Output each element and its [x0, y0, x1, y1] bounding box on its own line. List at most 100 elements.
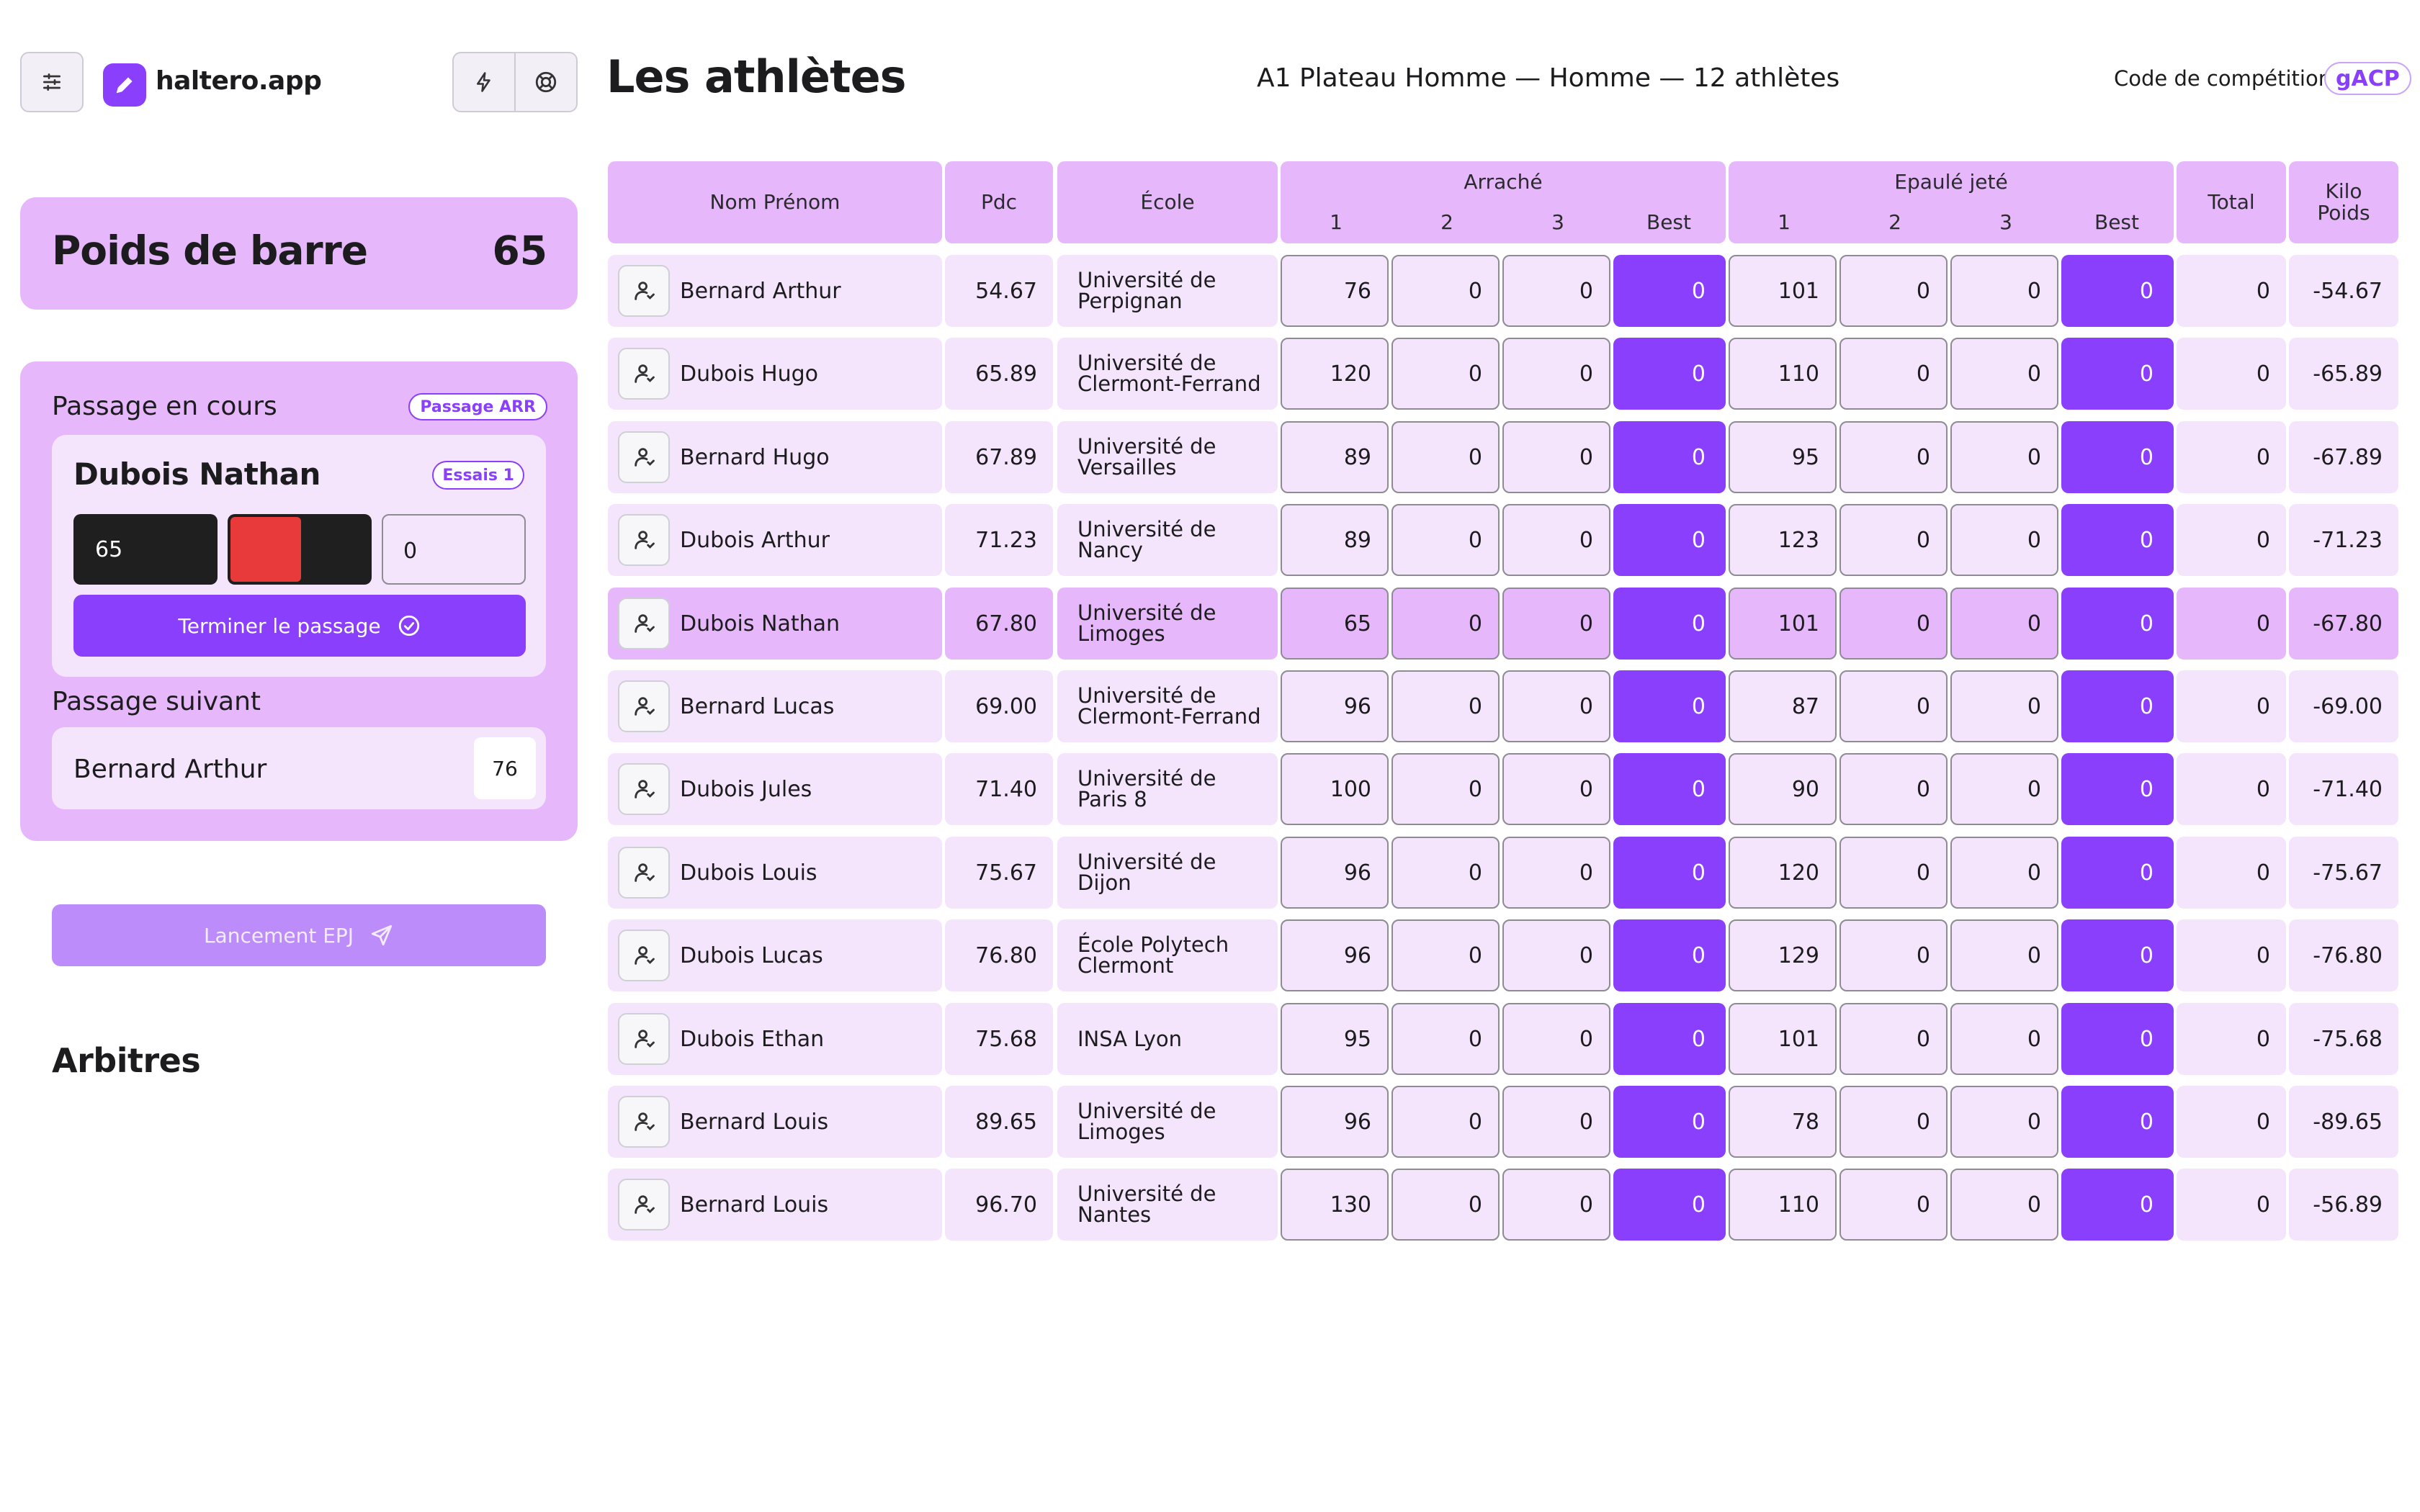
name-cell[interactable]: Bernard Louis [608, 1086, 942, 1158]
cleanjerk-attempt-2[interactable]: 0 [1839, 588, 1948, 660]
cleanjerk-attempt-3[interactable]: 0 [1950, 255, 2058, 327]
snatch-attempt-2[interactable]: 0 [1392, 753, 1500, 825]
cleanjerk-attempt-3[interactable]: 0 [1950, 588, 2058, 660]
athlete-profile-button[interactable] [618, 680, 670, 732]
cleanjerk-attempt-1[interactable]: 110 [1729, 1169, 1837, 1241]
cleanjerk-attempt-2[interactable]: 0 [1839, 255, 1948, 327]
athlete-profile-button[interactable] [618, 1096, 670, 1148]
name-cell[interactable]: Dubois Nathan [608, 588, 942, 660]
snatch-attempt-1[interactable]: 96 [1281, 837, 1389, 909]
snatch-attempt-1[interactable]: 96 [1281, 670, 1389, 742]
snatch-attempt-2[interactable]: 0 [1392, 504, 1500, 576]
athlete-profile-button[interactable] [618, 763, 670, 815]
cleanjerk-attempt-2[interactable]: 0 [1839, 1169, 1948, 1241]
cleanjerk-attempt-2[interactable]: 0 [1839, 919, 1948, 991]
athlete-profile-button[interactable] [618, 598, 670, 649]
cleanjerk-attempt-1[interactable]: 120 [1729, 837, 1837, 909]
flash-button[interactable] [452, 52, 516, 112]
launch-epj-button[interactable]: Lancement EPJ [52, 904, 546, 966]
cleanjerk-attempt-1[interactable]: 90 [1729, 753, 1837, 825]
name-cell[interactable]: Bernard Hugo [608, 421, 942, 493]
snatch-attempt-2[interactable]: 0 [1392, 670, 1500, 742]
cleanjerk-attempt-3[interactable]: 0 [1950, 1003, 2058, 1075]
snatch-attempt-3[interactable]: 0 [1502, 837, 1610, 909]
name-cell[interactable]: Bernard Lucas [608, 670, 942, 742]
cleanjerk-attempt-2[interactable]: 0 [1839, 421, 1948, 493]
cleanjerk-attempt-3[interactable]: 0 [1950, 670, 2058, 742]
athlete-profile-button[interactable] [618, 1179, 670, 1230]
name-cell[interactable]: Dubois Jules [608, 753, 942, 825]
cleanjerk-attempt-3[interactable]: 0 [1950, 1086, 2058, 1158]
cleanjerk-attempt-1[interactable]: 78 [1729, 1086, 1837, 1158]
cleanjerk-attempt-3[interactable]: 0 [1950, 504, 2058, 576]
cleanjerk-attempt-3[interactable]: 0 [1950, 919, 2058, 991]
cleanjerk-attempt-3[interactable]: 0 [1950, 837, 2058, 909]
weight-display[interactable]: 65 [73, 514, 218, 585]
cleanjerk-attempt-3[interactable]: 0 [1950, 753, 2058, 825]
athlete-profile-button[interactable] [618, 930, 670, 981]
cleanjerk-attempt-2[interactable]: 0 [1839, 837, 1948, 909]
cleanjerk-attempt-1[interactable]: 101 [1729, 1003, 1837, 1075]
snatch-attempt-2[interactable]: 0 [1392, 588, 1500, 660]
cleanjerk-attempt-2[interactable]: 0 [1839, 504, 1948, 576]
snatch-attempt-2[interactable]: 0 [1392, 1003, 1500, 1075]
name-cell[interactable]: Bernard Louis [608, 1169, 942, 1241]
cleanjerk-attempt-2[interactable]: 0 [1839, 338, 1948, 410]
cleanjerk-attempt-2[interactable]: 0 [1839, 1003, 1948, 1075]
snatch-attempt-3[interactable]: 0 [1502, 421, 1610, 493]
snatch-attempt-3[interactable]: 0 [1502, 670, 1610, 742]
second-input[interactable]: 0 [382, 514, 526, 585]
cleanjerk-attempt-1[interactable]: 110 [1729, 338, 1837, 410]
cleanjerk-attempt-1[interactable]: 123 [1729, 504, 1837, 576]
snatch-attempt-3[interactable]: 0 [1502, 1003, 1610, 1075]
snatch-attempt-3[interactable]: 0 [1502, 753, 1610, 825]
snatch-attempt-3[interactable]: 0 [1502, 1086, 1610, 1158]
name-cell[interactable]: Dubois Hugo [608, 338, 942, 410]
athlete-profile-button[interactable] [618, 348, 670, 400]
snatch-attempt-1[interactable]: 96 [1281, 1086, 1389, 1158]
cleanjerk-attempt-3[interactable]: 0 [1950, 1169, 2058, 1241]
snatch-attempt-2[interactable]: 0 [1392, 1086, 1500, 1158]
snatch-attempt-2[interactable]: 0 [1392, 1169, 1500, 1241]
name-cell[interactable]: Dubois Louis [608, 837, 942, 909]
snatch-attempt-1[interactable]: 130 [1281, 1169, 1389, 1241]
cleanjerk-attempt-1[interactable]: 95 [1729, 421, 1837, 493]
snatch-attempt-2[interactable]: 0 [1392, 255, 1500, 327]
cleanjerk-attempt-1[interactable]: 101 [1729, 255, 1837, 327]
snatch-attempt-1[interactable]: 76 [1281, 255, 1389, 327]
signal-display[interactable] [228, 514, 372, 585]
snatch-attempt-3[interactable]: 0 [1502, 504, 1610, 576]
snatch-attempt-2[interactable]: 0 [1392, 338, 1500, 410]
athlete-profile-button[interactable] [618, 265, 670, 317]
cleanjerk-attempt-2[interactable]: 0 [1839, 753, 1948, 825]
cleanjerk-attempt-2[interactable]: 0 [1839, 1086, 1948, 1158]
name-cell[interactable]: Bernard Arthur [608, 255, 942, 327]
snatch-attempt-3[interactable]: 0 [1502, 919, 1610, 991]
snatch-attempt-1[interactable]: 96 [1281, 919, 1389, 991]
athlete-profile-button[interactable] [618, 1013, 670, 1065]
next-athlete-card[interactable]: Bernard Arthur 76 [52, 727, 546, 809]
snatch-attempt-2[interactable]: 0 [1392, 421, 1500, 493]
settings-button[interactable] [20, 52, 84, 112]
cleanjerk-attempt-3[interactable]: 0 [1950, 421, 2058, 493]
snatch-attempt-1[interactable]: 120 [1281, 338, 1389, 410]
competition-code-badge[interactable]: gACP [2324, 62, 2411, 95]
athlete-profile-button[interactable] [618, 514, 670, 566]
cleanjerk-attempt-3[interactable]: 0 [1950, 338, 2058, 410]
cleanjerk-attempt-1[interactable]: 129 [1729, 919, 1837, 991]
cleanjerk-attempt-2[interactable]: 0 [1839, 670, 1948, 742]
snatch-attempt-3[interactable]: 0 [1502, 338, 1610, 410]
snatch-attempt-3[interactable]: 0 [1502, 255, 1610, 327]
snatch-attempt-1[interactable]: 95 [1281, 1003, 1389, 1075]
finish-passage-button[interactable]: Terminer le passage [73, 595, 526, 657]
name-cell[interactable]: Dubois Lucas [608, 919, 942, 991]
snatch-attempt-2[interactable]: 0 [1392, 919, 1500, 991]
help-button[interactable] [514, 52, 578, 112]
snatch-attempt-3[interactable]: 0 [1502, 1169, 1610, 1241]
snatch-attempt-3[interactable]: 0 [1502, 588, 1610, 660]
snatch-attempt-2[interactable]: 0 [1392, 837, 1500, 909]
cleanjerk-attempt-1[interactable]: 87 [1729, 670, 1837, 742]
snatch-attempt-1[interactable]: 65 [1281, 588, 1389, 660]
snatch-attempt-1[interactable]: 100 [1281, 753, 1389, 825]
snatch-attempt-1[interactable]: 89 [1281, 504, 1389, 576]
